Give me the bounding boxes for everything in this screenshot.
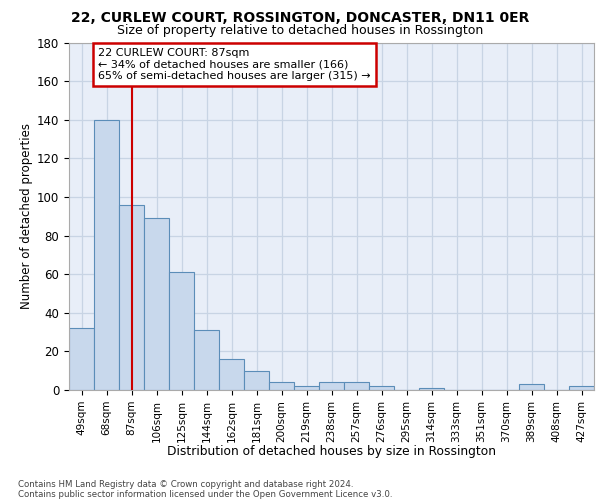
Bar [369,386,394,390]
Text: 22 CURLEW COURT: 87sqm
← 34% of detached houses are smaller (166)
65% of semi-de: 22 CURLEW COURT: 87sqm ← 34% of detached… [98,48,371,81]
Bar [519,384,544,390]
Text: 22, CURLEW COURT, ROSSINGTON, DONCASTER, DN11 0ER: 22, CURLEW COURT, ROSSINGTON, DONCASTER,… [71,11,529,25]
Bar [94,120,119,390]
Bar [144,218,169,390]
X-axis label: Distribution of detached houses by size in Rossington: Distribution of detached houses by size … [167,444,496,458]
Y-axis label: Number of detached properties: Number of detached properties [20,123,33,309]
Bar [344,382,369,390]
Bar [244,370,269,390]
Bar [569,386,594,390]
Bar [269,382,294,390]
Text: Contains HM Land Registry data © Crown copyright and database right 2024.: Contains HM Land Registry data © Crown c… [18,480,353,489]
Bar [294,386,319,390]
Bar [169,272,194,390]
Bar [119,204,144,390]
Text: Size of property relative to detached houses in Rossington: Size of property relative to detached ho… [117,24,483,37]
Bar [69,328,94,390]
Text: Contains public sector information licensed under the Open Government Licence v3: Contains public sector information licen… [18,490,392,499]
Bar [419,388,444,390]
Bar [219,359,244,390]
Bar [194,330,219,390]
Bar [319,382,344,390]
